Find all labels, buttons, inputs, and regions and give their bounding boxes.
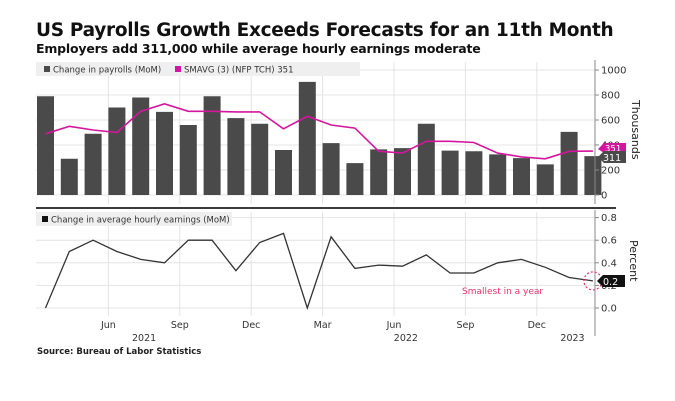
x-year-label: 2023 bbox=[560, 333, 584, 344]
bottom-panel-grid bbox=[36, 212, 595, 316]
x-tick-label: Jun bbox=[386, 320, 402, 331]
payrolls-bar bbox=[227, 118, 245, 195]
bottom-y-tick-label: 0.4 bbox=[601, 258, 617, 269]
payrolls-bar bbox=[132, 97, 150, 195]
x-tick-label: Mar bbox=[314, 320, 332, 331]
payrolls-bar bbox=[37, 96, 54, 195]
top-y-tick-label: 1000 bbox=[601, 66, 626, 77]
smavg-line bbox=[45, 102, 593, 160]
bottom-legend-bg bbox=[36, 212, 232, 226]
bottom-y-tick-label: 0.8 bbox=[601, 213, 617, 224]
bottom-y-axis-title: Percent bbox=[627, 240, 640, 282]
x-tick-label: Sep bbox=[456, 320, 474, 331]
payrolls-bar bbox=[513, 158, 530, 195]
source-note: Source: Bureau of Labor Statistics bbox=[37, 347, 202, 357]
bottom-y-tick-label: 0.0 bbox=[601, 304, 617, 315]
payrolls-bar bbox=[156, 111, 173, 195]
chart-subtitle: Employers add 311,000 while average hour… bbox=[36, 41, 481, 56]
payrolls-bar bbox=[298, 81, 316, 195]
top-legend-bg bbox=[36, 62, 360, 76]
payrolls-legend-swatch bbox=[44, 66, 50, 72]
bottom-y-tick-label: 0.6 bbox=[601, 236, 617, 247]
earnings-legend-swatch bbox=[42, 216, 48, 222]
x-year-label: 2021 bbox=[132, 333, 156, 344]
payrolls-bar bbox=[536, 164, 554, 195]
x-axis: Jun Sep Dec Mar Jun Sep Dec 2021 2022 2023 bbox=[100, 320, 585, 344]
bottom-y-axis: 0.0 0.2 0.4 0.6 0.8 bbox=[594, 210, 617, 336]
payrolls-bar bbox=[417, 123, 435, 195]
top-y-tick-label: 0 bbox=[601, 191, 607, 202]
top-y-tick-label: 800 bbox=[601, 91, 620, 102]
earnings-legend-label: Change in average hourly earnings (MoM) bbox=[51, 216, 230, 226]
smavg-legend-swatch bbox=[175, 66, 181, 72]
earnings-line bbox=[44, 232, 593, 311]
payrolls-bar bbox=[560, 131, 578, 195]
payrolls-bar bbox=[179, 125, 197, 195]
top-y-axis-title: Thousands bbox=[629, 99, 642, 160]
bottom-legend: Change in average hourly earnings (MoM) bbox=[36, 212, 232, 226]
payrolls-legend-label: Change in payrolls (MoM) bbox=[53, 66, 161, 76]
payrolls-bar bbox=[346, 163, 364, 195]
payrolls-bar bbox=[322, 143, 340, 195]
payrolls-bar bbox=[489, 154, 507, 195]
x-tick-label: Dec bbox=[242, 320, 260, 331]
top-legend: Change in payrolls (MoM) SMAVG (3) (NFP … bbox=[36, 62, 360, 76]
payrolls-bar bbox=[441, 150, 459, 195]
payrolls-bar bbox=[465, 151, 483, 195]
x-tick-label: Dec bbox=[528, 320, 546, 331]
payrolls-bar bbox=[370, 149, 388, 195]
payrolls-bar bbox=[275, 150, 292, 195]
payrolls-bar bbox=[251, 123, 269, 195]
payrolls-bar bbox=[108, 107, 126, 195]
payrolls-bar bbox=[60, 158, 78, 195]
payrolls-bar bbox=[84, 133, 102, 195]
x-year-label: 2022 bbox=[394, 333, 418, 344]
top-y-tick-label: 600 bbox=[601, 116, 620, 127]
payrolls-bars bbox=[37, 81, 602, 195]
svg-text:311: 311 bbox=[603, 153, 621, 164]
payrolls-bar bbox=[584, 156, 602, 195]
payrolls-bar bbox=[394, 148, 411, 195]
chart-title: US Payrolls Growth Exceeds Forecasts for… bbox=[36, 20, 614, 41]
x-tick-label: Sep bbox=[171, 320, 189, 331]
annotation-label: Smallest in a year bbox=[462, 287, 543, 297]
payrolls-bar bbox=[203, 96, 221, 195]
top-y-tick-label: 200 bbox=[601, 166, 620, 177]
earnings-last-value-tag: 0.2 bbox=[597, 275, 625, 288]
smavg-legend-label: SMAVG (3) (NFP TCH) 351 bbox=[184, 66, 294, 76]
smavg-last-value-tag: 351 bbox=[598, 143, 626, 155]
svg-text:0.2: 0.2 bbox=[603, 277, 618, 288]
svg-text:351: 351 bbox=[605, 145, 621, 155]
x-tick-label: Jun bbox=[100, 320, 116, 331]
payrolls-last-value-tag: 311 bbox=[598, 151, 626, 164]
